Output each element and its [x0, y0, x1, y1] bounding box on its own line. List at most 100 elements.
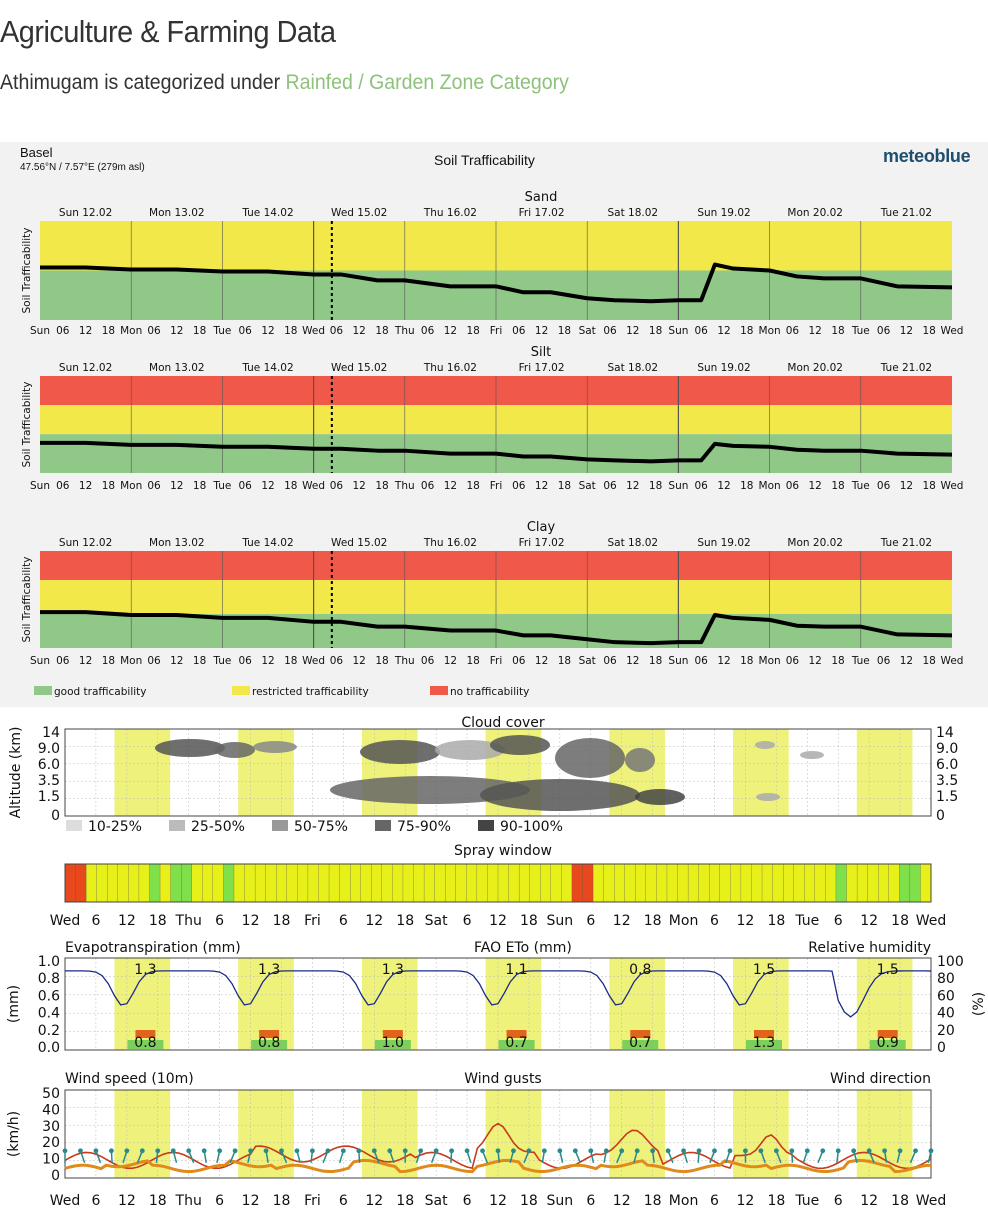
spray-x-label: 6 — [710, 913, 719, 929]
cloud-legend-swatch — [169, 820, 185, 831]
et-bar — [622, 1040, 659, 1049]
hour-label: 12 — [444, 480, 457, 492]
spray-cell — [825, 863, 837, 903]
cloud-patch — [625, 748, 655, 772]
wind-arrow-head — [78, 1148, 83, 1154]
hour-label: 06 — [421, 655, 435, 667]
hour-label: 12 — [261, 655, 274, 667]
legend-wind-direction: Wind direction — [830, 1071, 931, 1087]
spray-cell — [645, 863, 657, 903]
wind-arrow-head — [217, 1148, 223, 1154]
spray-cell — [920, 863, 932, 903]
spray-cell — [740, 863, 752, 903]
day-label: Mon 20.02 — [787, 207, 843, 219]
wind-speed-line — [64, 1158, 932, 1174]
hour-label: 12 — [444, 325, 457, 337]
hour-label: 18 — [193, 655, 206, 667]
cloud-legend-swatch — [478, 820, 494, 831]
hour-label: Wed — [941, 325, 964, 337]
spray-x-label: Wed — [916, 913, 947, 929]
altitude-tick-left: 1.5 — [38, 789, 60, 805]
altitude-tick-right: 9.0 — [936, 741, 958, 757]
day-label: Sun 19.02 — [697, 362, 750, 374]
altitude-tick-left: 0 — [51, 808, 60, 824]
wind-arrow-head — [851, 1148, 857, 1154]
cloud-patch — [480, 779, 640, 811]
spray-x-label: 6 — [215, 913, 224, 929]
wind-arrow-head — [866, 1148, 872, 1154]
day-label: Fri 17.02 — [519, 537, 565, 549]
wind-x-label: 12 — [365, 1193, 383, 1209]
hour-label: 06 — [512, 655, 526, 667]
hour-label: 12 — [809, 655, 822, 667]
spray-cell — [276, 863, 288, 903]
spray-cell — [487, 863, 499, 903]
spray-window-title: Spray window — [454, 843, 552, 859]
fao-eto-value: 1.3 — [382, 962, 404, 978]
zone-category-link[interactable]: Rainfed / Garden Zone Category — [285, 71, 569, 94]
spray-cell — [529, 863, 541, 903]
day-label: Fri 17.02 — [519, 207, 565, 219]
y-axis-label: Soil Trafficability — [21, 382, 33, 468]
altitude-tick-left: 9.0 — [38, 741, 60, 757]
hour-label: Mon — [120, 325, 142, 337]
spray-cell — [434, 863, 446, 903]
spray-x-label: 12 — [860, 913, 878, 929]
hour-label: Mon — [759, 325, 781, 337]
day-label: Tue 21.02 — [880, 362, 932, 374]
spray-cell — [508, 863, 520, 903]
et-value: 1.3 — [753, 1035, 775, 1051]
wind-x-label: 6 — [91, 1193, 100, 1209]
spray-cell — [402, 863, 414, 903]
spray-x-label: Wed — [50, 913, 81, 929]
hour-label: 06 — [330, 480, 344, 492]
hour-label: 18 — [558, 325, 571, 337]
wind-arrow-head — [773, 1148, 779, 1154]
wind-arrow-head — [835, 1148, 841, 1154]
humidity-tick-right: 20 — [937, 1023, 955, 1039]
humidity-tick-right: 0 — [937, 1040, 946, 1056]
wind-arrow-head — [170, 1148, 176, 1154]
location-name: Basel — [20, 145, 53, 160]
hour-label: 06 — [786, 480, 800, 492]
spray-x-label: 6 — [339, 913, 348, 929]
legend-label-restricted: restricted trafficability — [252, 686, 369, 698]
hour-label: Fri — [490, 325, 503, 337]
meteoblue-logo[interactable]: meteoblue — [883, 146, 971, 166]
legend-wind-speed: Wind speed (10m) — [65, 1071, 194, 1087]
cloud-legend-label: 25-50% — [191, 819, 245, 835]
spray-cell — [85, 863, 98, 903]
wind-arrow-head — [603, 1148, 609, 1154]
eto-bar — [135, 1030, 156, 1038]
hour-label: 06 — [695, 655, 709, 667]
day-label: Mon 20.02 — [787, 537, 843, 549]
altitude-tick-left: 14 — [42, 725, 60, 741]
spray-x-label: 18 — [891, 913, 909, 929]
legend-fao-eto: FAO ETo (mm) — [474, 940, 572, 956]
cloud-cover-title: Cloud cover — [461, 715, 545, 731]
hour-label: 06 — [603, 655, 617, 667]
spray-cell — [202, 863, 214, 903]
legend-wind-gusts: Wind gusts — [464, 1071, 541, 1087]
day-label: Sun 19.02 — [697, 537, 750, 549]
spray-x-label: 12 — [365, 913, 383, 929]
et-tick-left: 1.0 — [38, 954, 60, 970]
legend-swatch-restricted — [232, 686, 250, 695]
hour-label: 18 — [467, 655, 480, 667]
wind-arrow-head — [93, 1148, 99, 1154]
hour-label: 12 — [900, 655, 913, 667]
wind-x-label: 6 — [215, 1193, 224, 1209]
hour-label: 12 — [809, 480, 822, 492]
eto-bar — [382, 1030, 403, 1038]
day-label: Sun 12.02 — [59, 362, 112, 374]
spray-cell — [212, 863, 224, 903]
wind-arrow-head — [418, 1148, 424, 1154]
spray-cell — [592, 863, 605, 903]
hour-label: 18 — [284, 325, 297, 337]
hour-label: 06 — [56, 480, 70, 492]
hour-label: 06 — [786, 325, 800, 337]
cloud-legend-swatch — [375, 820, 391, 831]
spray-cell — [445, 863, 457, 903]
day-label: Tue 14.02 — [241, 207, 293, 219]
hour-label: Thu — [394, 480, 415, 492]
